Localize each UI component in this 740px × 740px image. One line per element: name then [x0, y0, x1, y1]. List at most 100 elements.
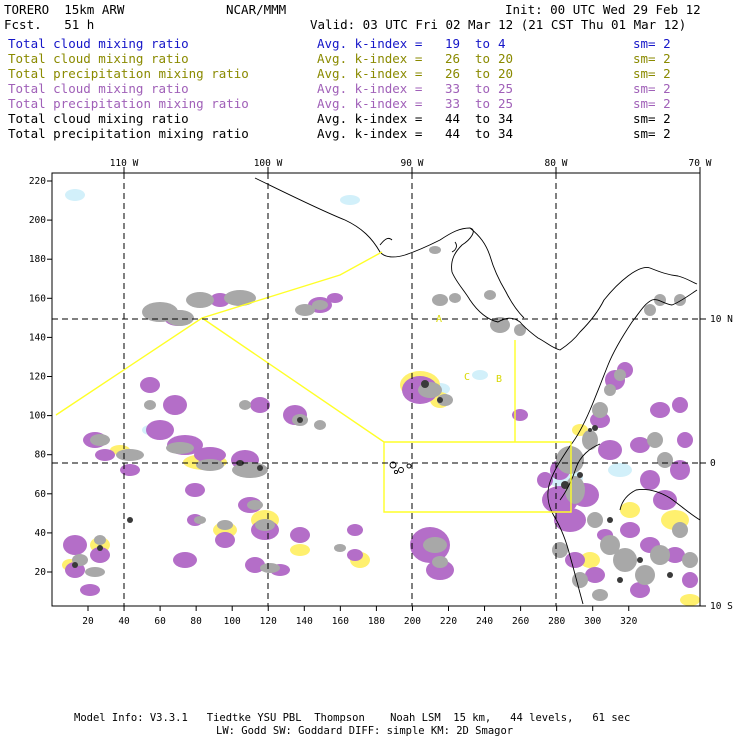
- lat-label: 0: [710, 458, 716, 469]
- purple-field-patch: [245, 557, 265, 573]
- gray-field-patch: [552, 542, 568, 558]
- x-index-label: 180: [368, 616, 385, 627]
- gray-field-patch: [657, 452, 673, 468]
- gray-field-patch: [295, 304, 315, 316]
- purple-field-patch: [620, 522, 640, 538]
- dark-field-core: [437, 397, 443, 403]
- legend-label: Avg. k-index =: [317, 126, 423, 141]
- dark-field-core: [592, 425, 598, 431]
- y-index-label: 80: [35, 450, 47, 461]
- gray-field-patch: [565, 476, 585, 504]
- purple-field-patch: [682, 572, 698, 588]
- y-index-label: 160: [29, 293, 46, 304]
- dark-field-core: [561, 481, 569, 489]
- dark-field-core: [421, 380, 429, 388]
- x-index-label: 300: [584, 616, 601, 627]
- dark-field-core: [637, 557, 643, 563]
- legend-value-min: 44: [445, 126, 461, 141]
- purple-field-patch: [554, 508, 586, 532]
- legend-field: Total cloud mixing ratio: [8, 111, 189, 126]
- dark-field-core: [297, 417, 303, 423]
- legend-value-max: 34: [498, 111, 514, 126]
- x-index-label: 140: [296, 616, 313, 627]
- x-index-label: 80: [190, 616, 202, 627]
- gray-field-patch: [432, 556, 448, 568]
- purple-field-patch: [290, 527, 310, 543]
- y-index-label: 180: [29, 254, 46, 265]
- model-info: Model Info: V3.3.1 Tiedtke YSU PBL Thomp…: [74, 712, 631, 724]
- gray-field-patch: [647, 432, 663, 448]
- legend-value-min: 26: [445, 51, 461, 66]
- gray-field-patch: [635, 565, 655, 585]
- legend-to: to: [475, 36, 491, 51]
- y-index-label: 100: [29, 411, 46, 422]
- model-title: TORERO 15km ARW: [4, 2, 125, 17]
- y-index-label: 140: [29, 332, 46, 343]
- gray-field-patch: [196, 459, 224, 471]
- legend-value-max: 4: [498, 36, 506, 51]
- legend-value-max: 34: [498, 126, 514, 141]
- purple-field-patch: [598, 440, 622, 460]
- gray-field-patch: [247, 500, 263, 510]
- legend-field: Total cloud mixing ratio: [8, 51, 189, 66]
- legend-value-min: 33: [445, 81, 461, 96]
- purple-field-patch: [120, 464, 140, 476]
- gray-field-patch: [449, 293, 461, 303]
- legend-value-max: 25: [498, 96, 514, 111]
- legend-smoothing: sm= 2: [633, 51, 671, 66]
- purple-field-patch: [565, 552, 585, 568]
- gray-field-patch: [644, 304, 656, 316]
- dark-field-core: [588, 428, 592, 432]
- gray-field-patch: [116, 449, 144, 461]
- purple-field-patch: [653, 490, 677, 510]
- purple-field-patch: [665, 547, 685, 563]
- legend-field: Total precipitation mixing ratio: [8, 126, 249, 141]
- gray-field-patch: [217, 520, 233, 530]
- legend-value-max: 20: [498, 51, 514, 66]
- gray-field-patch: [432, 294, 448, 306]
- gray-field-patch: [682, 552, 698, 568]
- legend-value-min: 26: [445, 66, 461, 81]
- gray-field-patch: [334, 544, 346, 552]
- x-index-label: 320: [620, 616, 637, 627]
- gray-field-patch: [312, 300, 328, 310]
- physics-info: LW: Godd SW: Goddard DIFF: simple KM: 2D…: [216, 725, 514, 737]
- gray-field-patch: [85, 567, 105, 577]
- dark-field-core: [577, 472, 583, 478]
- dark-field-core: [617, 577, 623, 583]
- legend-smoothing: sm= 2: [633, 66, 671, 81]
- gray-field-patch: [194, 516, 206, 524]
- gray-field-patch: [255, 519, 275, 531]
- purple-field-patch: [140, 377, 160, 393]
- gray-field-patch: [437, 394, 453, 406]
- legend-smoothing: sm= 2: [633, 126, 671, 141]
- lon-label: 80 W: [545, 158, 568, 169]
- gray-field-patch: [166, 442, 194, 454]
- yellow-field-patch: [680, 594, 700, 606]
- forecast-hour: Fcst. 51 h: [4, 17, 95, 32]
- gray-field-patch: [672, 522, 688, 538]
- gray-field-patch: [674, 294, 686, 306]
- x-index-label: 120: [260, 616, 277, 627]
- purple-field-patch: [80, 584, 100, 596]
- gray-field-patch: [224, 290, 256, 306]
- gray-field-patch: [429, 246, 441, 254]
- light-field-patch: [472, 370, 488, 380]
- purple-field-patch: [347, 549, 363, 561]
- legend-value-min: 44: [445, 111, 461, 126]
- gray-field-patch: [423, 537, 447, 553]
- gray-field-patch: [582, 430, 598, 450]
- dark-field-core: [257, 465, 263, 471]
- legend-value-min: 33: [445, 96, 461, 111]
- x-index-label: 220: [440, 616, 457, 627]
- x-index-label: 260: [512, 616, 529, 627]
- gray-field-patch: [614, 369, 626, 381]
- axes: 110 W 100 W 90 W 80 W 70 W 10 N 0 10 S 220 200 180…: [29, 158, 733, 627]
- gray-field-patch: [604, 384, 616, 396]
- legend-value-max: 25: [498, 81, 514, 96]
- purple-field-patch: [426, 560, 454, 580]
- gray-field-patch: [166, 310, 194, 326]
- cloud-fields: [62, 189, 700, 606]
- purple-field-patch: [630, 582, 650, 598]
